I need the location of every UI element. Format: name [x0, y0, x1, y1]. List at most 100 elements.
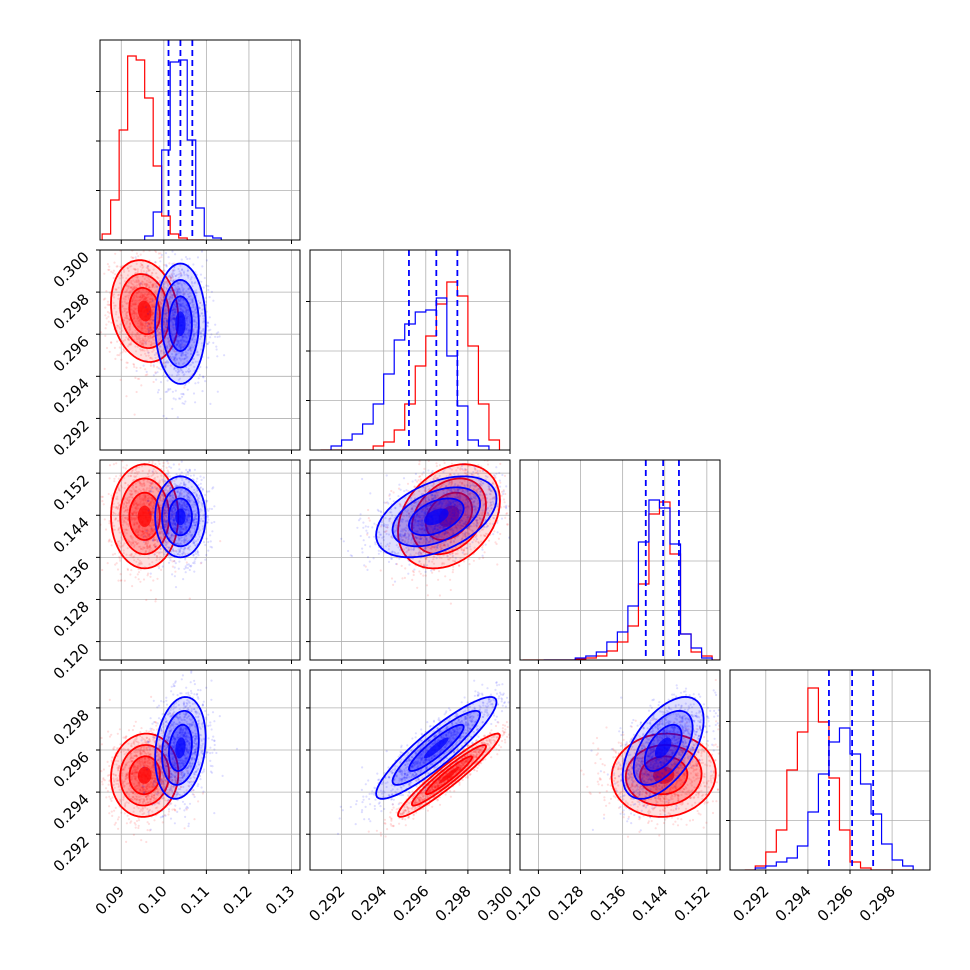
scatter-point	[168, 374, 171, 377]
scatter-point	[129, 290, 132, 293]
scatter-point	[184, 565, 187, 568]
scatter-point	[152, 283, 155, 286]
scatter-point	[135, 337, 138, 341]
scatter-point	[118, 277, 121, 280]
scatter-point	[141, 343, 145, 346]
scatter-point	[181, 362, 184, 366]
scatter-point	[137, 333, 140, 336]
scatter-point	[136, 317, 139, 320]
scatter-point	[165, 288, 168, 291]
scatter-point	[165, 323, 168, 326]
scatter-point	[171, 334, 174, 337]
scatter-point	[182, 281, 185, 284]
scatter-point	[125, 315, 128, 318]
scatter-point	[119, 579, 122, 582]
scatter-point	[121, 305, 125, 308]
scatter-point	[172, 309, 175, 312]
scatter-point	[154, 261, 157, 264]
scatter-point	[174, 362, 177, 365]
scatter-point	[200, 237, 202, 239]
scatter-point	[134, 311, 137, 315]
scatter-point	[133, 315, 136, 318]
scatter-point	[189, 347, 192, 350]
scatter-point	[142, 265, 145, 268]
scatter-point	[168, 274, 172, 277]
scatter-point	[175, 343, 178, 346]
scatter-point	[113, 261, 116, 264]
scatter-point	[171, 296, 174, 299]
scatter-point	[165, 281, 168, 284]
scatter-point	[157, 388, 160, 392]
scatter-point	[108, 268, 111, 271]
scatter-point	[125, 295, 128, 298]
scatter-point	[189, 565, 192, 568]
scatter-point	[144, 342, 148, 346]
scatter-point	[133, 317, 136, 320]
scatter-point	[169, 388, 172, 391]
scatter-point	[160, 291, 164, 294]
scatter-point	[215, 332, 218, 335]
scatter-point	[156, 286, 159, 289]
scatter-point	[195, 556, 198, 559]
panel-frame	[309, 249, 511, 451]
scatter-point	[199, 475, 202, 478]
scatter-point	[105, 290, 108, 293]
scatter-point	[199, 301, 202, 305]
scatter-point	[214, 323, 217, 326]
scatter-point	[147, 301, 151, 304]
scatter-point	[156, 276, 159, 279]
scatter-point	[178, 397, 181, 400]
scatter-point	[151, 486, 154, 489]
y-tick-label: 0.292	[50, 417, 93, 460]
scatter-point	[450, 462, 453, 465]
scatter-point	[106, 562, 109, 565]
scatter-point	[208, 341, 211, 344]
scatter-point	[132, 310, 135, 313]
scatter-point	[196, 549, 199, 552]
scatter-point	[144, 299, 147, 302]
scatter-point	[163, 321, 166, 324]
scatter-point	[172, 463, 175, 466]
scatter-point	[188, 568, 191, 572]
scatter-point	[172, 328, 175, 332]
scatter-point	[484, 456, 486, 458]
scatter-point	[194, 241, 196, 243]
scatter-point	[160, 306, 163, 309]
scatter-point	[192, 320, 196, 323]
scatter-point	[134, 307, 137, 310]
scatter-point	[140, 262, 143, 265]
scatter-point	[133, 312, 136, 315]
scatter-point	[165, 312, 168, 315]
scatter-point	[137, 444, 139, 446]
scatter-point	[159, 485, 162, 488]
scatter-point	[143, 325, 147, 328]
scatter-point	[193, 560, 196, 563]
scatter-point	[186, 312, 189, 316]
scatter-point	[171, 310, 174, 313]
scatter-point	[192, 561, 195, 565]
scatter-point	[154, 482, 158, 485]
scatter-point	[148, 533, 151, 536]
scatter-point	[138, 299, 141, 302]
scatter-point	[163, 269, 166, 272]
scatter-point	[107, 320, 110, 323]
scatter-point	[128, 319, 131, 322]
scatter-point	[191, 300, 194, 303]
scatter-point	[182, 374, 185, 377]
scatter-point	[158, 309, 161, 312]
scatter-point	[165, 315, 168, 318]
scatter-point	[148, 326, 151, 329]
scatter-point	[168, 262, 171, 265]
scatter-point	[166, 321, 169, 324]
scatter-point	[131, 331, 134, 334]
scatter-point	[175, 310, 178, 313]
scatter-point	[207, 518, 210, 521]
scatter-point	[113, 293, 116, 296]
scatter-point	[197, 381, 200, 384]
scatter-point	[170, 357, 173, 360]
scatter-point	[142, 297, 145, 301]
scatter-point	[147, 267, 150, 270]
scatter-point	[133, 311, 136, 314]
scatter-point	[176, 343, 179, 346]
scatter-point	[135, 279, 138, 282]
